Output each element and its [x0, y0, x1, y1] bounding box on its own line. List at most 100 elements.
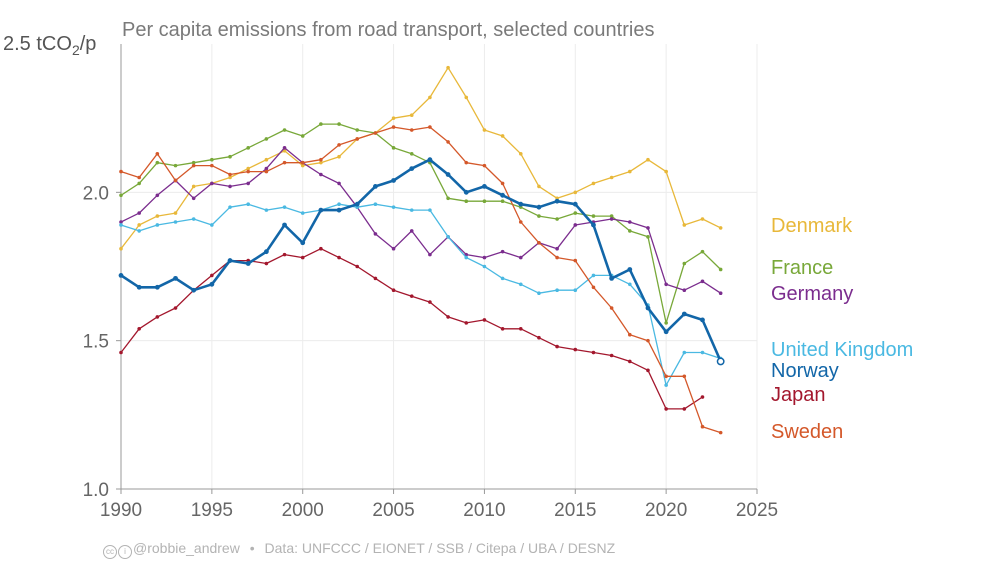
data-point — [555, 288, 559, 293]
data-point — [682, 288, 687, 293]
data-point — [482, 184, 487, 189]
data-point — [173, 306, 178, 310]
data-point — [464, 95, 469, 100]
data-point — [355, 128, 360, 132]
data-point — [609, 353, 614, 358]
data-point — [446, 65, 450, 70]
data-point — [300, 160, 305, 165]
data-point — [428, 95, 432, 100]
data-point — [664, 321, 668, 325]
data-point — [628, 169, 632, 174]
data-point — [263, 249, 269, 255]
data-point — [446, 235, 450, 239]
data-point — [700, 317, 705, 323]
x-tick-label: 2015 — [554, 500, 596, 521]
data-point — [537, 291, 541, 296]
data-point — [245, 261, 251, 266]
x-tick-label: 2000 — [282, 500, 324, 521]
data-point — [409, 208, 414, 212]
data-point — [264, 208, 269, 212]
data-point — [555, 246, 559, 251]
data-point — [191, 196, 196, 201]
data-point — [264, 169, 269, 174]
data-point — [137, 211, 141, 215]
data-point — [500, 276, 505, 281]
data-point — [628, 282, 632, 287]
data-point — [700, 217, 705, 221]
y-axis-unit: tCO2/p — [36, 33, 96, 58]
data-point — [573, 288, 578, 293]
data-point — [373, 232, 378, 236]
data-point — [119, 169, 123, 174]
data-point — [682, 223, 687, 227]
data-point — [718, 226, 723, 230]
data-point — [228, 172, 232, 177]
data-point — [646, 368, 650, 373]
data-point — [246, 181, 250, 186]
series-sweden — [119, 125, 723, 435]
data-point — [391, 288, 396, 293]
legend-label-norway: Norway — [771, 360, 839, 382]
data-point — [428, 125, 432, 129]
data-point — [646, 157, 650, 162]
data-point — [300, 255, 305, 260]
data-point — [427, 157, 433, 163]
data-point — [191, 217, 196, 221]
data-point — [482, 264, 487, 269]
data-point — [191, 184, 196, 189]
data-point — [246, 202, 250, 206]
data-point — [628, 229, 632, 233]
data-point — [282, 160, 287, 165]
data-point — [300, 134, 305, 138]
data-point — [627, 267, 633, 272]
data-point — [264, 137, 269, 141]
series-france — [119, 122, 723, 325]
data-point — [646, 226, 650, 230]
data-point — [591, 273, 596, 278]
data-point — [191, 163, 196, 168]
data-point — [373, 276, 378, 281]
data-point — [409, 229, 414, 233]
chart-title: Per capita emissions from road transport… — [122, 19, 654, 41]
data-point — [319, 160, 323, 165]
data-point — [210, 181, 214, 186]
series-united-kingdom — [119, 202, 723, 387]
data-point — [718, 267, 723, 272]
legend-label-japan: Japan — [771, 384, 826, 406]
data-point — [645, 305, 651, 311]
data-point — [482, 199, 487, 204]
data-point — [464, 255, 469, 260]
data-point — [573, 223, 578, 227]
data-point — [609, 306, 614, 310]
data-point — [409, 113, 414, 117]
data-point — [155, 160, 160, 165]
data-point — [354, 201, 360, 207]
data-point — [609, 217, 614, 221]
data-point — [591, 222, 596, 228]
data-point — [718, 430, 723, 435]
data-point — [591, 285, 596, 290]
axes — [116, 44, 758, 494]
x-tick-label: 2010 — [463, 500, 505, 521]
data-point — [682, 350, 687, 355]
data-point — [355, 264, 360, 269]
data-point — [227, 258, 233, 263]
series-norway — [118, 157, 725, 366]
legend-label-united-kingdom: United Kingdom — [771, 339, 913, 361]
y-axis-label: 2.5 tCO2/p — [3, 33, 96, 58]
data-point — [700, 279, 705, 284]
data-point — [482, 128, 487, 132]
data-point — [700, 350, 705, 355]
data-point — [700, 395, 705, 399]
cc-license-icon: cc — [103, 545, 117, 559]
data-point — [173, 211, 178, 215]
legend: Denmark France Germany United KingdomNorway… — [771, 215, 913, 443]
data-point — [628, 332, 632, 337]
data-point — [537, 240, 541, 245]
data-point — [119, 193, 123, 198]
data-point — [264, 157, 269, 162]
data-point — [155, 214, 160, 218]
data-point — [228, 154, 232, 159]
series-lines — [118, 65, 725, 435]
